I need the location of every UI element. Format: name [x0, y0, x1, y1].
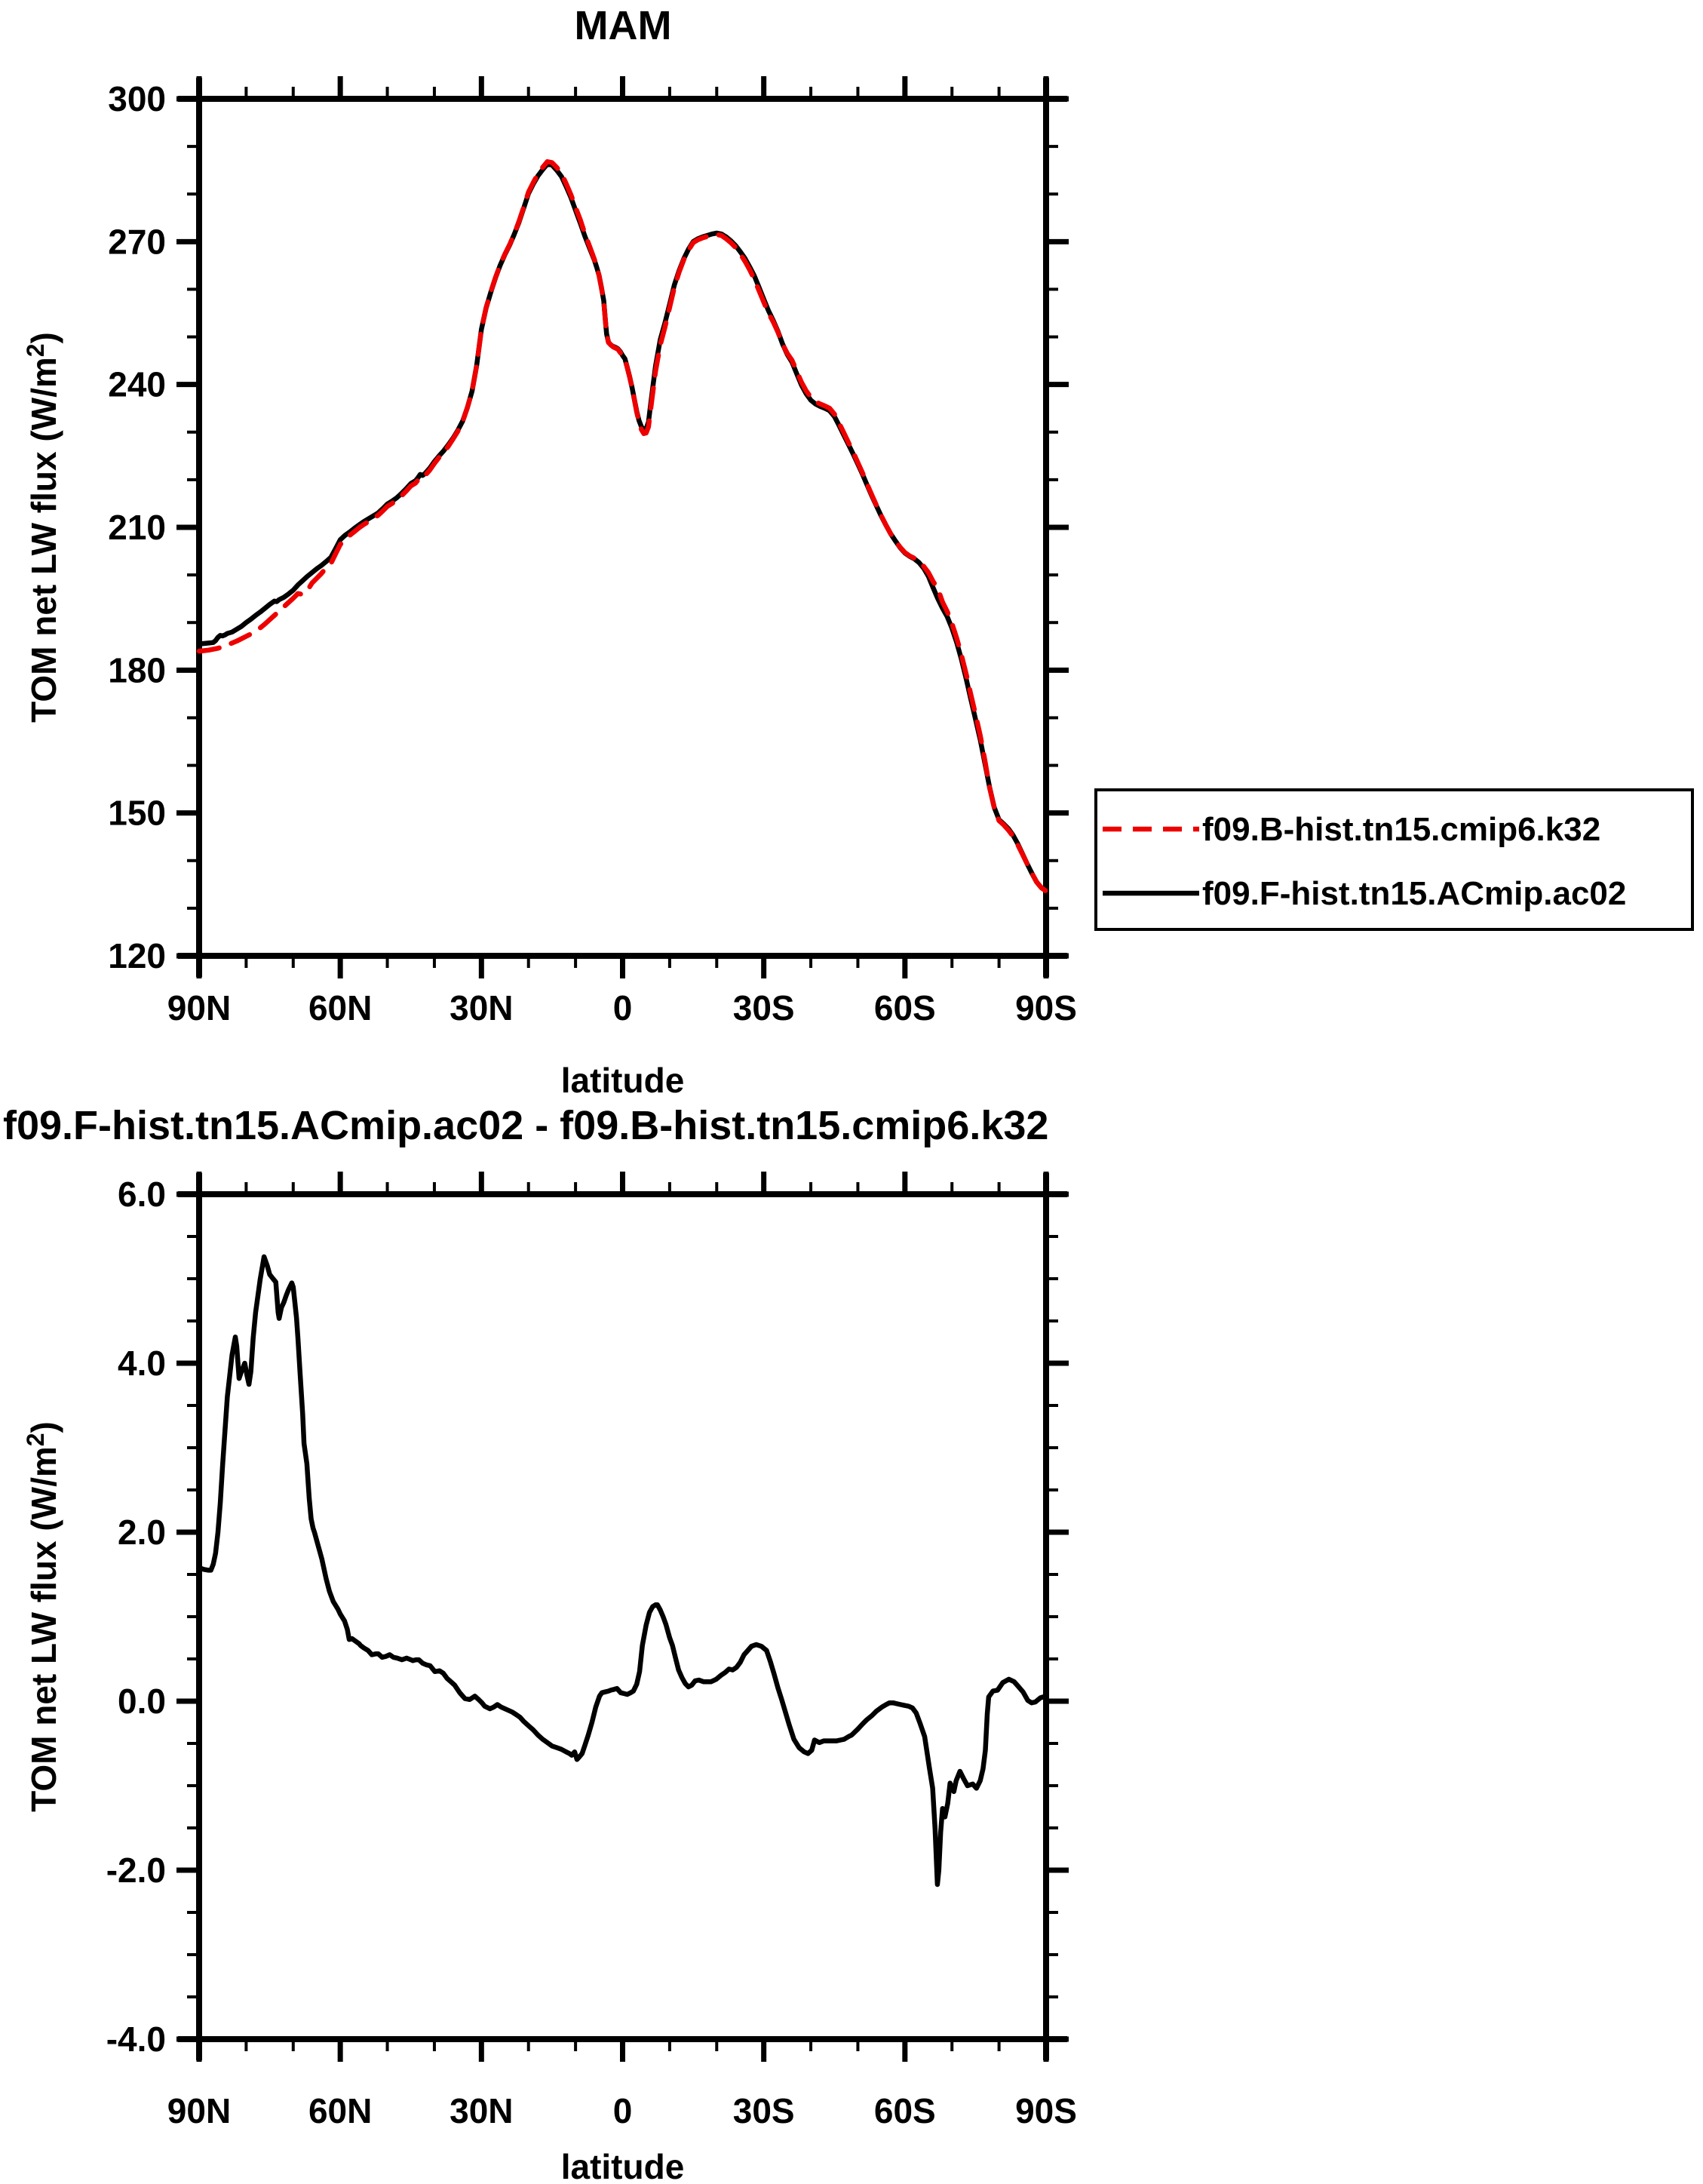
y-axis-title: TOM net LW flux (W/m2)	[22, 332, 63, 723]
x-tick-label: 90S	[1015, 988, 1077, 1027]
y-tick-label: 2.0	[118, 1513, 166, 1552]
y-tick-label: 0.0	[118, 1682, 166, 1721]
y-tick-label: 240	[108, 365, 166, 404]
y-tick-label: 210	[108, 508, 166, 547]
y-axis-title: TOM net LW flux (W/m2)	[22, 1421, 63, 1812]
series-f09.B-hist.tn15.cmip6.k32	[196, 159, 1049, 894]
x-tick-label: 30N	[450, 988, 513, 1027]
y-tick-label: 150	[108, 794, 166, 833]
x-tick-label: 30S	[733, 2091, 795, 2130]
x-tick-label: 60N	[308, 2091, 372, 2130]
x-tick-label: 90N	[167, 988, 231, 1027]
series-f09.F-hist.tn15.ACmip.ac02	[196, 161, 1049, 893]
x-tick-label: 60S	[874, 988, 936, 1027]
y-tick-label: 120	[108, 936, 166, 975]
x-tick-label: 60S	[874, 2091, 936, 2130]
x-tick-label: 30N	[450, 2091, 513, 2130]
y-tick-label: -4.0	[106, 2020, 166, 2059]
y-tick-label: -2.0	[106, 1851, 166, 1890]
x-tick-label: 0	[613, 988, 633, 1027]
y-tick-label: 300	[108, 79, 166, 118]
chart-title: MAM	[575, 3, 672, 48]
difference-chart: 90N 60N 30N 0 30S 60S 90S 6.0 4.0 2.0 0.0 -2.0 -4.0 f…	[3, 1103, 1077, 2184]
y-tick-label: 180	[108, 650, 166, 690]
y-tick-label: 270	[108, 222, 166, 261]
x-tick-label: 90S	[1015, 2091, 1077, 2130]
mam-flux-chart: 90N 60N 30N 0 30S 60S 90S 300 270 240 210 180 150 120…	[22, 3, 1694, 1100]
chart-title: f09.F-hist.tn15.ACmip.ac02 - f09.B-hist.…	[3, 1103, 1048, 1148]
x-tick-label: 90N	[167, 2091, 231, 2130]
legend-label: f09.F-hist.tn15.ACmip.ac02	[1202, 875, 1626, 912]
legend-box	[1094, 788, 1694, 931]
x-tick-label: 30S	[733, 988, 795, 1027]
x-axis-title: latitude	[561, 2147, 685, 2184]
series-difference	[196, 1254, 1049, 1888]
legend-label: f09.B-hist.tn15.cmip6.k32	[1202, 811, 1600, 848]
x-axis-title: latitude	[561, 1061, 685, 1100]
y-tick-label: 6.0	[118, 1175, 166, 1214]
x-tick-label: 60N	[308, 988, 372, 1027]
y-tick-label: 4.0	[118, 1344, 166, 1383]
x-tick-label: 0	[613, 2091, 633, 2130]
